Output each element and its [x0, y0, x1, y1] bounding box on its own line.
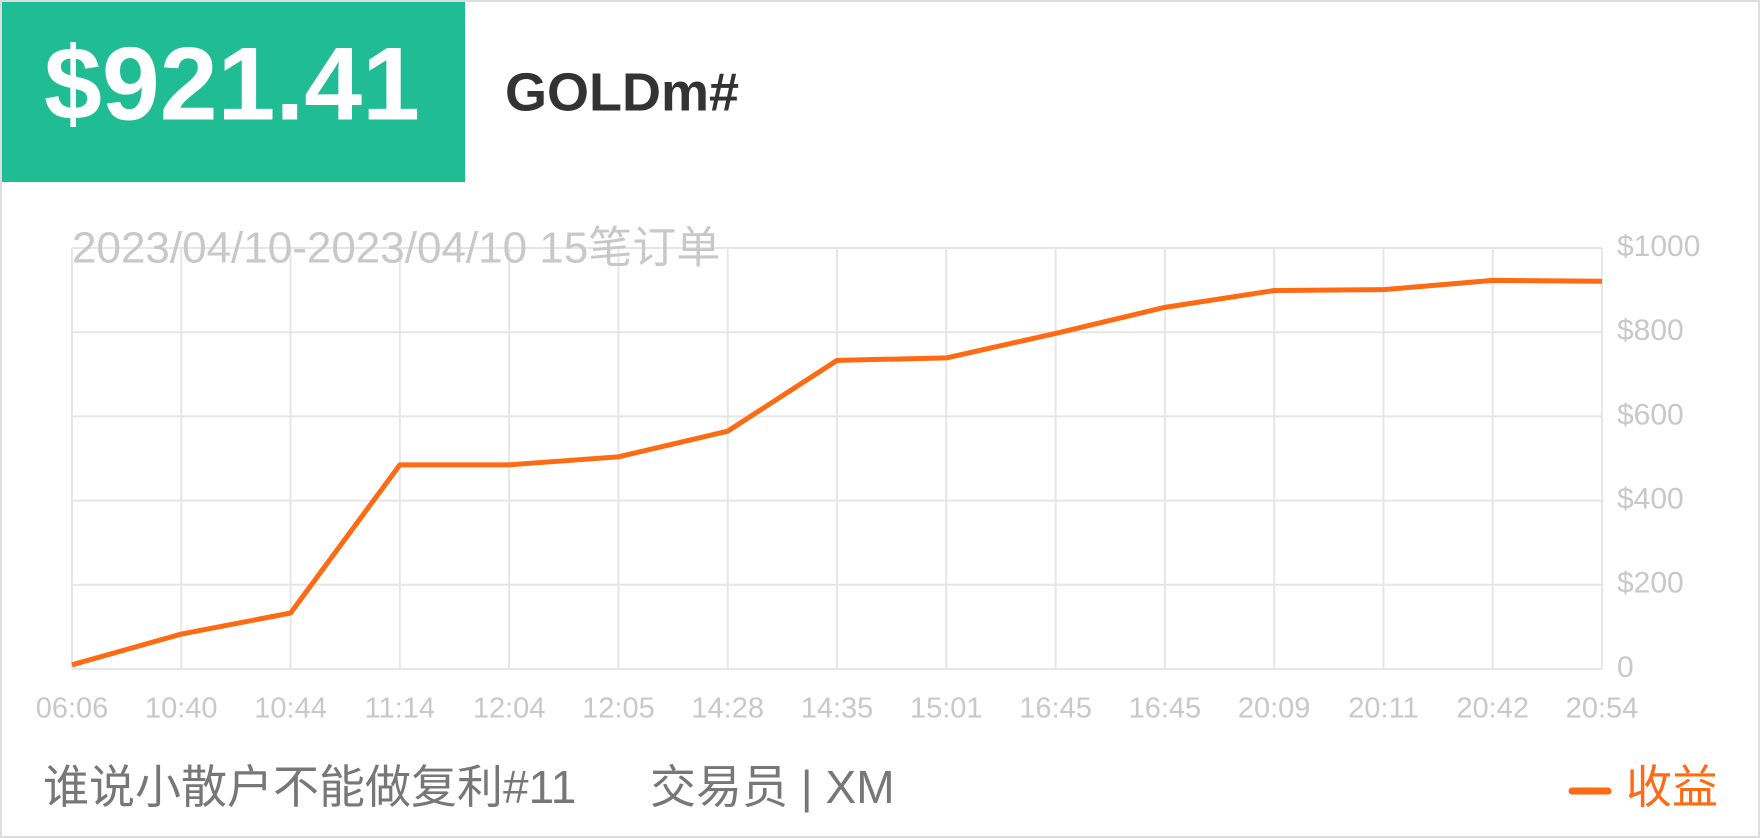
line [71, 277, 1603, 668]
plot [71, 247, 1603, 670]
footer-trader: 交易员 | XM [650, 761, 895, 813]
x-tick-label: 16:45 [1129, 693, 1202, 725]
x-tick-label: 16:45 [1019, 693, 1092, 725]
x-tick-label: 10:44 [254, 693, 327, 725]
symbol: GOLDm# [505, 62, 739, 122]
x-tick-label: 06:06 [36, 693, 109, 725]
x-tick-label: 15:01 [910, 693, 983, 725]
legend-label: 收益 [1626, 761, 1718, 813]
y-tick-label: $400 [1617, 483, 1684, 516]
amount: $921.41 [44, 26, 420, 142]
amount-box [2, 2, 465, 182]
x-tick-label: 12:05 [582, 693, 655, 725]
y-tick-label: $200 [1617, 567, 1684, 600]
x-tick-label: 20:42 [1456, 693, 1529, 725]
y-tick-label: $1000 [1617, 230, 1700, 263]
x-tick-label: 20:11 [1348, 693, 1418, 725]
x-tick-label: 14:28 [691, 693, 764, 725]
x-tick-label: 11:14 [365, 693, 435, 725]
x-tick-label: 14:35 [801, 693, 874, 725]
y-tick-label: $600 [1617, 398, 1684, 431]
x-tick-label: 12:04 [473, 693, 546, 725]
y-tick-label: 0 [1617, 651, 1634, 684]
subtitle: 2023/04/10-2023/04/10 15笔订单 [72, 224, 720, 273]
y-tick-label: $800 [1617, 314, 1684, 347]
x-tick-label: 10:40 [145, 693, 218, 725]
footer-name: 谁说小散户不能做复利#11 [43, 761, 576, 813]
x-tick-label: 20:09 [1238, 693, 1311, 725]
x-tick-label: 20:54 [1566, 693, 1639, 725]
